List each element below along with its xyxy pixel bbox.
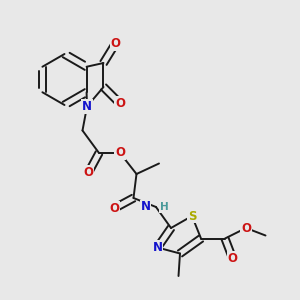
Text: N: N xyxy=(141,200,151,214)
Text: O: O xyxy=(109,202,119,215)
Text: H: H xyxy=(160,202,168,212)
Text: O: O xyxy=(115,97,125,110)
Text: N: N xyxy=(82,100,92,113)
Text: O: O xyxy=(227,251,238,265)
Text: O: O xyxy=(110,37,121,50)
Text: O: O xyxy=(83,166,94,179)
Text: O: O xyxy=(241,221,251,235)
Text: O: O xyxy=(115,146,125,160)
Text: S: S xyxy=(188,209,196,223)
Text: N: N xyxy=(152,241,163,254)
